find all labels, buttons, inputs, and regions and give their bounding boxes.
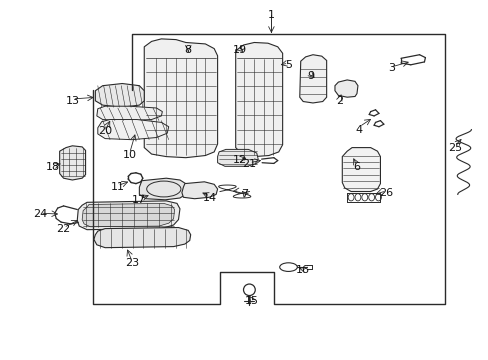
Text: 26: 26 [379,188,392,198]
Text: 9: 9 [306,71,313,81]
Text: 4: 4 [355,125,362,135]
Text: 10: 10 [122,150,136,160]
Polygon shape [60,146,85,180]
Polygon shape [182,182,217,199]
Polygon shape [95,84,144,107]
Text: 15: 15 [244,296,258,306]
Text: 12: 12 [232,155,246,165]
Text: 24: 24 [33,209,47,219]
Text: 11: 11 [110,182,124,192]
Polygon shape [94,228,190,248]
Text: 16: 16 [296,265,309,275]
Polygon shape [342,148,380,192]
Polygon shape [77,201,180,230]
Text: 19: 19 [232,45,246,55]
Text: 21: 21 [242,159,256,169]
Polygon shape [98,120,168,140]
Text: 14: 14 [203,193,217,203]
Polygon shape [144,39,217,158]
Polygon shape [334,80,357,97]
Text: 7: 7 [241,189,247,199]
Polygon shape [139,178,186,200]
Text: 1: 1 [267,10,274,20]
Text: 8: 8 [184,45,191,55]
Polygon shape [217,149,258,166]
Text: 5: 5 [285,60,291,70]
Text: 25: 25 [447,143,461,153]
Polygon shape [97,106,162,121]
Polygon shape [299,55,326,103]
Text: 13: 13 [65,96,79,106]
Text: 2: 2 [336,96,343,106]
Polygon shape [82,203,174,227]
Text: 23: 23 [125,258,139,268]
Text: 3: 3 [387,63,394,73]
Polygon shape [235,42,282,157]
Text: 20: 20 [98,126,112,136]
Text: 18: 18 [46,162,60,172]
Text: 22: 22 [56,224,71,234]
Text: 6: 6 [353,162,360,172]
Text: 17: 17 [132,195,146,205]
